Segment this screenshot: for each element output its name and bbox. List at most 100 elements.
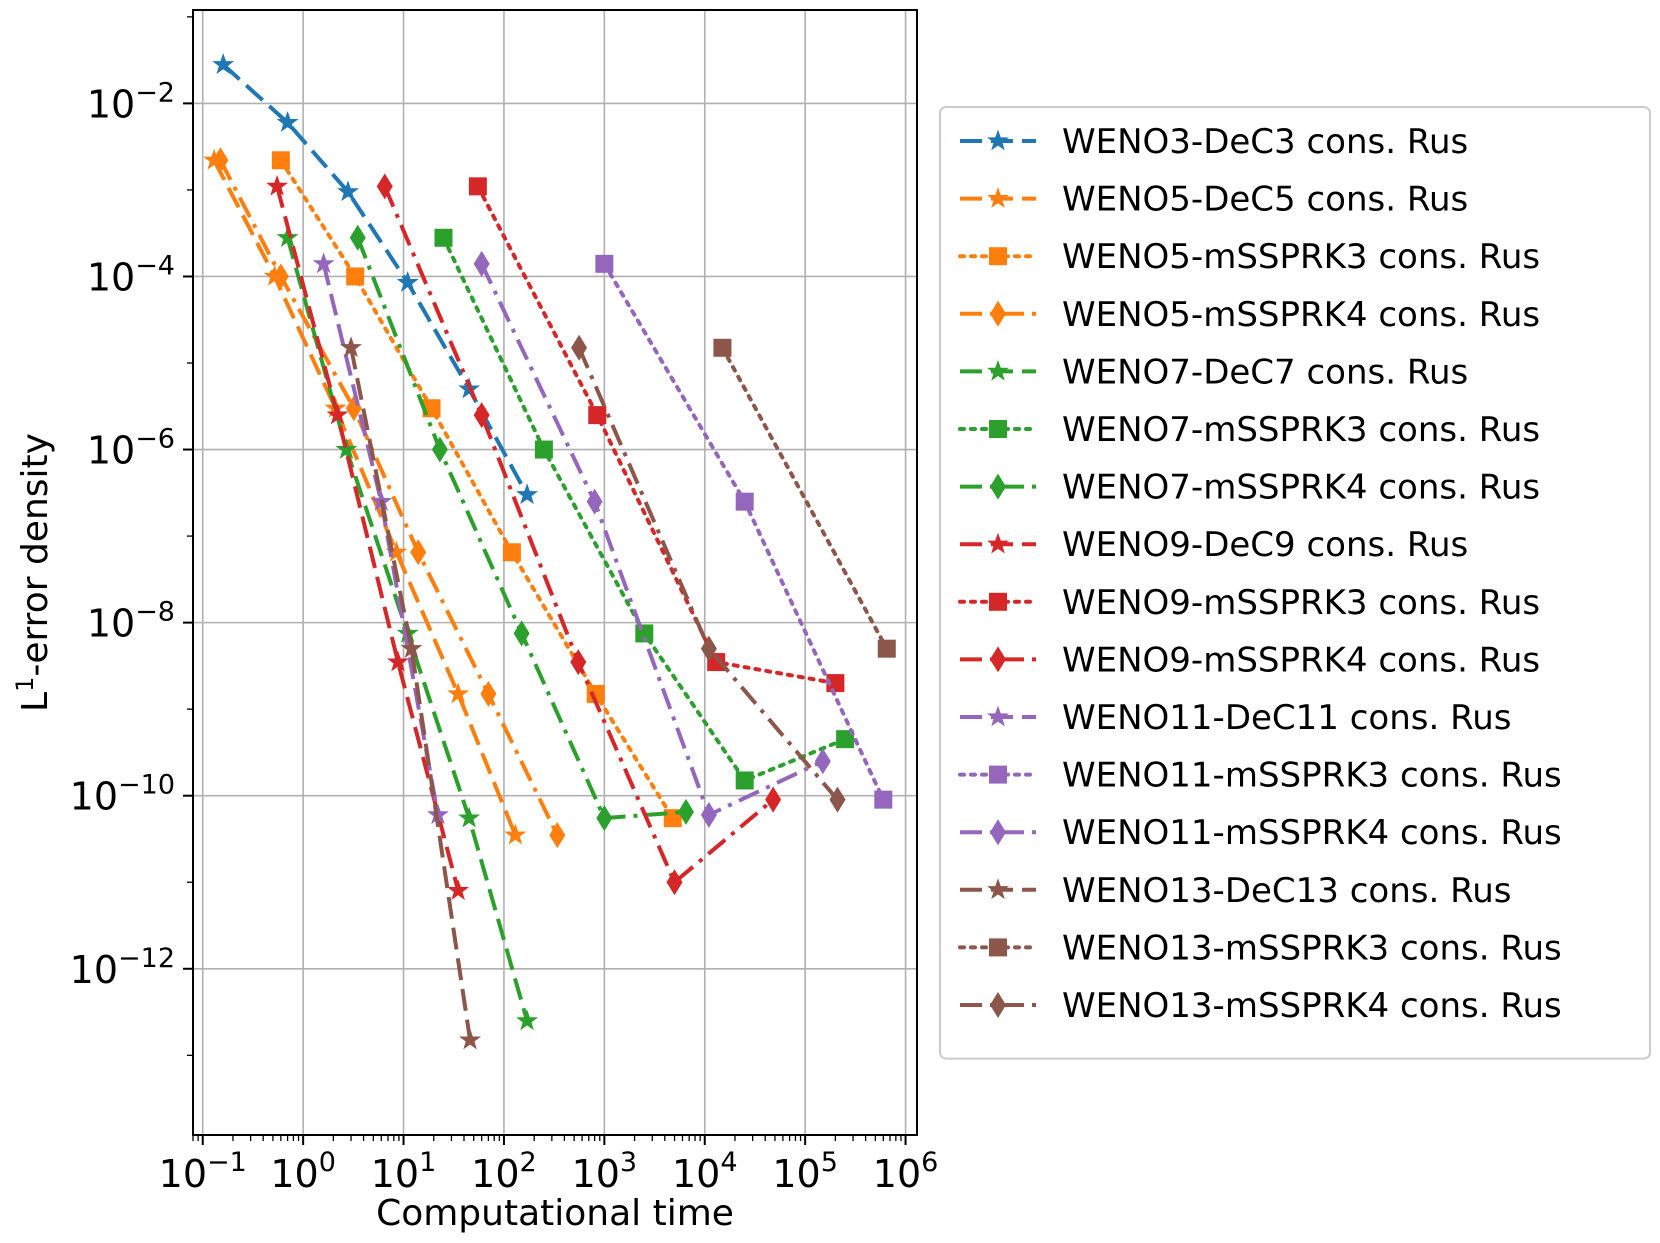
legend-marker [989, 765, 1007, 784]
series-weno5-mssprk3 [271, 151, 682, 828]
data-point [272, 263, 289, 290]
legend-label: WENO9-mSSPRK4 cons. Rus [1062, 640, 1540, 680]
legend-marker [989, 592, 1007, 611]
legend-marker [989, 938, 1007, 957]
y-tick-label: 10−6 [87, 424, 175, 473]
x-tick-label-base: 10 [270, 1152, 318, 1196]
data-point [513, 620, 530, 647]
legend-entry: WENO9-DeC9 cons. Rus [960, 525, 1468, 565]
legend-label: WENO5-mSSPRK3 cons. Rus [1062, 237, 1540, 277]
data-point [588, 406, 607, 425]
series-weno13-dec13 [340, 336, 482, 1050]
data-point [549, 822, 566, 849]
series-line [278, 158, 675, 821]
data-point [595, 254, 614, 273]
y-tick-label-base: 10 [87, 82, 135, 126]
series-weno9-mssprk4 [376, 173, 782, 896]
legend-marker [990, 473, 1006, 500]
data-point [276, 226, 299, 248]
data-point [836, 730, 855, 749]
axis-ticks: 10−1 100 101 102 103 104 105 10610−210−410−610−… [70, 16, 938, 1196]
x-tick-label-exp: 1 [419, 1147, 436, 1178]
series-line [602, 261, 886, 802]
data-point [534, 440, 553, 459]
legend-label: WENO5-mSSPRK4 cons. Rus [1062, 295, 1540, 335]
y-tick-label-exp: −12 [118, 943, 175, 974]
series-line [275, 185, 461, 892]
data-point [410, 539, 427, 566]
y-axis-label-sup: 1 [11, 677, 39, 692]
data-point [337, 180, 359, 202]
legend-box [939, 106, 1651, 1060]
data-point [735, 492, 754, 511]
x-tick-label: 105 [772, 1147, 838, 1196]
data-point [340, 336, 362, 358]
x-tick-label-exp: 2 [520, 1147, 537, 1178]
legend-entry: WENO13-mSSPRK3 cons. Rus [958, 928, 1562, 968]
x-tick-label-base: 10 [572, 1152, 620, 1196]
x-tick-label: 10−1 [159, 1147, 247, 1196]
legend-label: WENO5-DeC5 cons. Rus [1062, 180, 1468, 220]
legend-marker [990, 646, 1006, 673]
data-point [276, 111, 299, 132]
grid-lines [193, 10, 917, 1135]
data-point [596, 805, 613, 832]
y-tick-label: 10−10 [70, 770, 175, 819]
data-point [468, 177, 487, 196]
legend-marker [987, 532, 1009, 554]
y-tick-label-base: 10 [70, 775, 118, 819]
data-point [677, 798, 694, 825]
data-point [516, 1009, 539, 1031]
data-point [212, 147, 229, 174]
y-tick-label-exp: −6 [135, 424, 175, 455]
data-point [877, 639, 896, 658]
data-point [707, 653, 726, 672]
legend-entry: WENO9-mSSPRK4 cons. Rus [960, 640, 1540, 680]
data-point [700, 635, 717, 662]
series-line [321, 263, 440, 816]
data-point [271, 151, 290, 170]
x-tick-label: 100 [270, 1147, 336, 1196]
data-point [473, 402, 490, 429]
x-tick-label: 104 [672, 1147, 738, 1196]
x-tick-label-base: 10 [371, 1152, 419, 1196]
data-point [829, 786, 846, 813]
legend-entry: WENO11-mSSPRK3 cons. Rus [958, 756, 1562, 796]
legend-marker [987, 705, 1009, 727]
y-tick-label: 10−12 [70, 943, 175, 992]
legend-label: WENO3-DeC3 cons. Rus [1062, 122, 1468, 162]
x-tick-label-exp: 4 [720, 1147, 737, 1178]
data-point [387, 650, 409, 672]
data-point [666, 869, 683, 896]
data-point [376, 173, 393, 200]
x-tick-label: 102 [471, 1147, 537, 1196]
y-tick-label-exp: −10 [118, 770, 175, 801]
legend-label: WENO9-DeC9 cons. Rus [1062, 525, 1468, 565]
data-point [571, 334, 588, 361]
series-weno13-mssprk4 [571, 334, 846, 813]
data-point [504, 823, 527, 845]
y-tick-label-exp: −2 [135, 77, 175, 108]
legend-entry: WENO11-mSSPRK4 cons. Rus [960, 813, 1562, 853]
data-point [266, 174, 289, 196]
series-line [355, 237, 687, 821]
plot-area [203, 53, 896, 1050]
series-weno9-dec9 [266, 174, 470, 900]
data-point [447, 682, 470, 704]
legend-label: WENO7-mSSPRK4 cons. Rus [1062, 468, 1540, 508]
data-point [570, 649, 587, 676]
data-point [326, 403, 349, 425]
data-point [502, 543, 521, 562]
series-line [720, 345, 889, 651]
data-point [458, 806, 481, 828]
legend-label: WENO13-mSSPRK4 cons. Rus [1062, 986, 1562, 1026]
y-axis-label-base: L [15, 692, 56, 712]
data-point [431, 436, 448, 463]
legend-entry: WENO7-DeC7 cons. Rus [960, 352, 1468, 392]
data-point [459, 1028, 482, 1050]
legend-marker [987, 129, 1009, 151]
x-tick-label-exp: 0 [319, 1147, 336, 1178]
series-line [479, 262, 824, 818]
legend: WENO3-DeC3 cons. Rus WENO5-DeC5 cons. Rus… [939, 106, 1651, 1060]
series-line [475, 184, 838, 686]
